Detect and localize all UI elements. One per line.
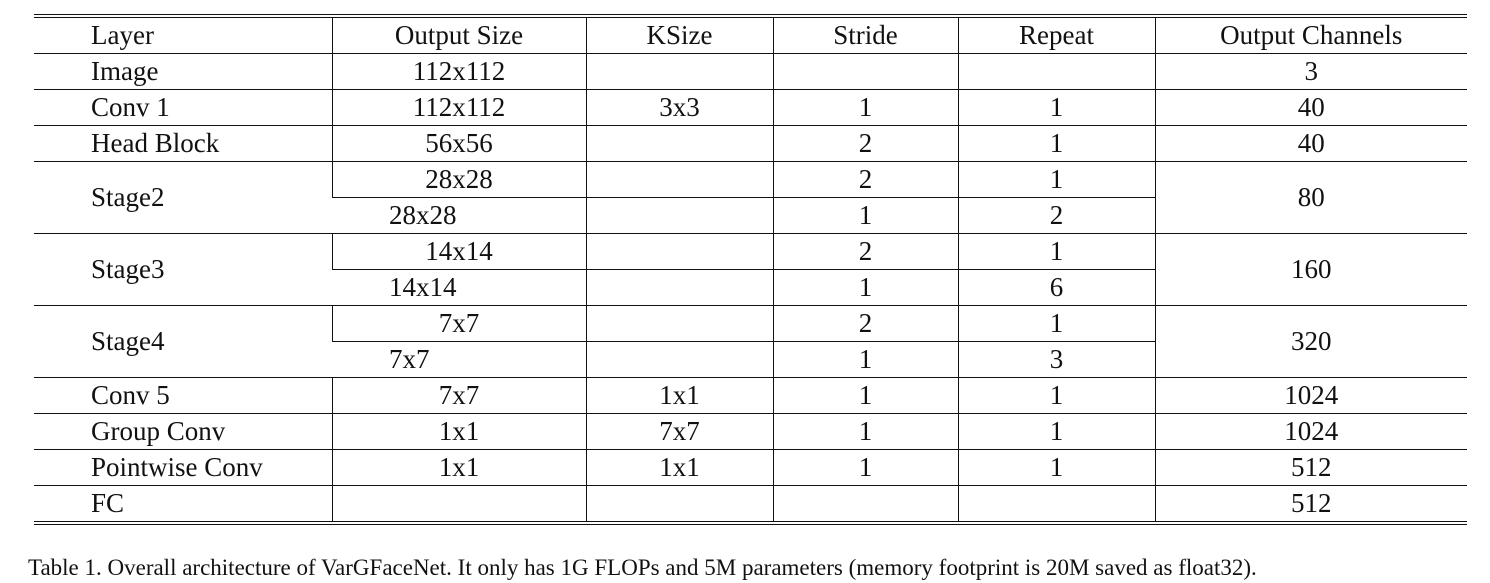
cell-output-size: 7x7 [331, 377, 586, 414]
cell-stride: 1 [772, 89, 958, 126]
cell-ksize [585, 233, 773, 270]
cell-ksize [585, 305, 773, 342]
cell-stride [772, 485, 958, 523]
cell-output-size: 1x1 [331, 449, 586, 486]
cell-repeat: 1 [957, 377, 1155, 414]
cell-repeat [957, 485, 1155, 523]
cell-output-size: 28x28 [331, 161, 586, 198]
cell-stride: 2 [772, 161, 958, 198]
cell-layer: FC [34, 485, 332, 523]
table-row: Stage2 28x28 2 1 80 [34, 161, 1467, 234]
cell-stride [772, 53, 958, 90]
header-output-channels: Output Channels [1154, 16, 1467, 54]
cell-output-size: 112x112 [331, 53, 586, 90]
table-row: Image 112x112 3 [34, 53, 1467, 90]
cell-layer: Conv 5 [34, 377, 332, 414]
table-header-row: Layer Output Size KSize Stride Repeat Ou… [34, 16, 1467, 54]
cell-output-channels: 1024 [1154, 413, 1467, 450]
cell-output-channels: 512 [1154, 449, 1467, 486]
cell-output-size: 112x112 [331, 89, 586, 126]
cell-layer: Pointwise Conv [34, 449, 332, 486]
table-row: Stage4 7x7 2 1 320 [34, 305, 1467, 378]
architecture-table: Layer Output Size KSize Stride Repeat Ou… [34, 14, 1467, 525]
header-ksize: KSize [585, 16, 773, 54]
cell-stride: 1 [772, 377, 958, 414]
cell-output-size: 1x1 [331, 413, 586, 450]
cell-output-channels: 160 [1154, 233, 1467, 306]
cell-layer: Conv 1 [34, 89, 332, 126]
cell-output-channels: 512 [1154, 485, 1467, 523]
cell-ksize [585, 53, 773, 90]
cell-repeat: 1 [957, 233, 1155, 270]
cell-output-channels: 80 [1154, 161, 1467, 234]
cell-stride: 2 [772, 233, 958, 270]
cell-repeat [957, 53, 1155, 90]
architecture-table-container: Layer Output Size KSize Stride Repeat Ou… [34, 14, 1467, 525]
cell-repeat: 3 [957, 341, 1155, 378]
cell-stride: 1 [772, 413, 958, 450]
cell-layer: Group Conv [34, 413, 332, 450]
header-output-size: Output Size [331, 16, 586, 54]
cell-ksize [585, 485, 773, 523]
cell-repeat: 1 [957, 89, 1155, 126]
cell-repeat: 6 [957, 269, 1155, 306]
cell-layer: Stage4 [34, 305, 332, 378]
cell-output-channels: 320 [1154, 305, 1467, 378]
cell-stride: 1 [772, 269, 958, 306]
table-row: Conv 1 112x112 3x3 1 1 40 [34, 89, 1467, 126]
table-row: Head Block 56x56 2 1 40 [34, 125, 1467, 162]
cell-stride: 1 [772, 341, 958, 378]
cell-ksize: 7x7 [585, 413, 773, 450]
cell-output-size: 56x56 [331, 125, 586, 162]
cell-output-channels: 3 [1154, 53, 1467, 90]
table-row: 28x28 1 2 [34, 197, 1467, 234]
cell-repeat: 2 [957, 197, 1155, 234]
table-row: FC 512 [34, 485, 1467, 523]
cell-ksize [585, 125, 773, 162]
cell-output-size [331, 485, 586, 523]
cell-output-channels: 40 [1154, 125, 1467, 162]
cell-repeat: 1 [957, 161, 1155, 198]
cell-stride: 1 [772, 197, 958, 234]
cell-output-size: 14x14 [332, 269, 586, 306]
table-caption: Table 1. Overall architecture of VarGFac… [28, 555, 1257, 580]
header-repeat: Repeat [957, 16, 1155, 54]
cell-layer: Image [34, 53, 332, 90]
cell-ksize [585, 197, 773, 234]
table-row: Stage3 14x14 2 1 160 [34, 233, 1467, 306]
cell-layer: Stage2 [34, 161, 332, 234]
cell-output-size: 7x7 [331, 305, 586, 342]
header-stride: Stride [772, 16, 958, 54]
table-row: 7x7 1 3 [34, 341, 1467, 378]
cell-output-channels: 40 [1154, 89, 1467, 126]
cell-ksize: 1x1 [585, 377, 773, 414]
cell-output-size: 7x7 [332, 341, 586, 378]
cell-repeat: 1 [957, 305, 1155, 342]
cell-repeat: 1 [957, 125, 1155, 162]
table-row: Pointwise Conv 1x1 1x1 1 1 512 [34, 449, 1467, 486]
cell-output-size: 14x14 [331, 233, 586, 270]
cell-ksize [585, 269, 773, 306]
header-layer: Layer [91, 20, 154, 50]
cell-stride: 2 [772, 125, 958, 162]
table-row: 14x14 1 6 [34, 269, 1467, 306]
table-row: Group Conv 1x1 7x7 1 1 1024 [34, 413, 1467, 450]
cell-layer: Stage3 [34, 233, 332, 306]
cell-ksize [585, 161, 773, 198]
table-row: Conv 5 7x7 1x1 1 1 1024 [34, 377, 1467, 414]
cell-ksize [585, 341, 773, 378]
cell-stride: 1 [772, 449, 958, 486]
cell-output-channels: 1024 [1154, 377, 1467, 414]
cell-repeat: 1 [957, 413, 1155, 450]
cell-repeat: 1 [957, 449, 1155, 486]
cell-ksize: 1x1 [585, 449, 773, 486]
cell-stride: 2 [772, 305, 958, 342]
cell-layer: Head Block [34, 125, 332, 162]
cell-output-size: 28x28 [332, 197, 586, 234]
cell-ksize: 3x3 [585, 89, 773, 126]
